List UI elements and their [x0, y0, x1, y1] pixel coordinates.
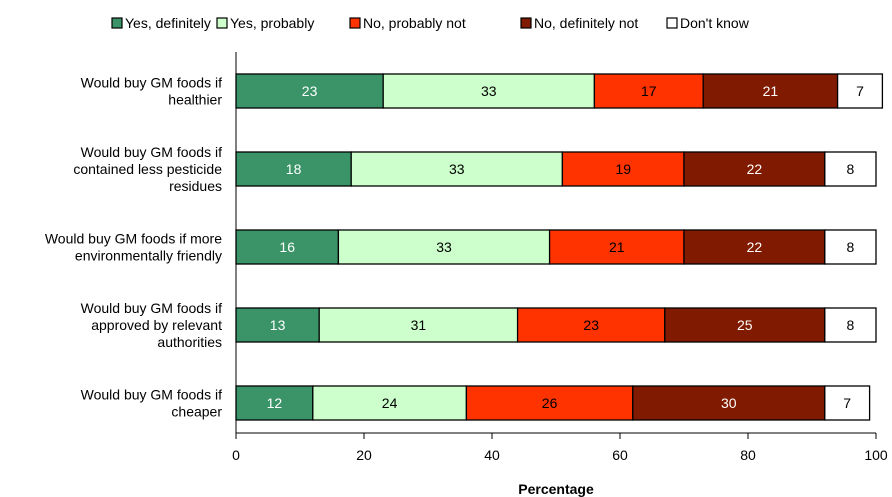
legend-swatch	[111, 17, 123, 29]
bar-segment	[235, 385, 314, 421]
bar-segment	[312, 385, 468, 421]
data-label: 26	[542, 395, 558, 411]
bar-segment	[382, 73, 596, 109]
legend: Yes, definitely Yes, probably No, probably…	[111, 15, 750, 31]
bar-segment	[350, 151, 564, 187]
data-label: 33	[481, 83, 497, 99]
bar-segment	[235, 73, 384, 109]
legend-swatch	[349, 17, 361, 29]
data-label: 7	[856, 83, 864, 99]
bar-row: 18 33 19 22 8	[235, 151, 877, 187]
data-label: 18	[286, 161, 302, 177]
legend-item: Yes, definitely	[111, 15, 211, 31]
legend-swatch	[666, 17, 678, 29]
bar-segment	[664, 307, 826, 343]
data-label: 31	[411, 317, 427, 333]
bars: 23 33 17 21 7 18 33 19 22 8 16 33 21 22 8 13 31 23 25 8 12 24…	[235, 73, 884, 421]
x-tick-label: 60	[612, 447, 628, 463]
x-tick-label: 40	[484, 447, 500, 463]
data-label: 8	[847, 161, 855, 177]
bar-row: 16 33 21 22 8	[235, 229, 877, 265]
category-label: Would buy GM foods if more environmentall…	[45, 231, 222, 264]
bar-segment	[516, 307, 666, 343]
data-label: 8	[847, 317, 855, 333]
category-labels: Would buy GM foods if healthier Would buy …	[45, 75, 222, 420]
legend-label: Don't know	[680, 15, 750, 31]
data-label: 16	[279, 239, 295, 255]
x-tick-label: 0	[232, 447, 240, 463]
data-label: 21	[609, 239, 625, 255]
legend-label: No, definitely not	[534, 15, 638, 31]
category-label: Would buy GM foods if approved by relevan…	[81, 300, 222, 350]
category-label: Would buy GM foods if cheaper	[81, 387, 223, 420]
legend-item: Don't know	[666, 15, 750, 31]
data-label: 33	[449, 161, 465, 177]
data-label: 22	[747, 239, 763, 255]
data-label: 8	[847, 239, 855, 255]
bar-segment	[824, 307, 877, 343]
legend-item: No, probably not	[349, 15, 466, 31]
x-axis: 0 20 40 60 80 100	[232, 52, 888, 463]
bar-segment	[548, 229, 685, 265]
bar-segment	[683, 151, 826, 187]
x-tick-label: 20	[356, 447, 372, 463]
data-label: 23	[583, 317, 599, 333]
legend-swatch	[216, 17, 228, 29]
data-label: 24	[382, 395, 398, 411]
category-label: Would buy GM foods if contained less pest…	[73, 144, 222, 194]
bar-segment	[824, 151, 877, 187]
legend-swatch	[520, 17, 532, 29]
data-label: 22	[747, 161, 763, 177]
bar-row: 13 31 23 25 8	[235, 307, 877, 343]
bar-segment	[593, 73, 704, 109]
data-label: 33	[436, 239, 452, 255]
bar-segment	[561, 151, 685, 187]
legend-label: No, probably not	[363, 15, 466, 31]
legend-label: Yes, probably	[230, 15, 314, 31]
bar-row: 23 33 17 21 7	[235, 73, 884, 109]
data-label: 23	[302, 83, 318, 99]
data-label: 12	[267, 395, 283, 411]
bar-segment	[465, 385, 634, 421]
x-tick-label: 80	[740, 447, 756, 463]
data-label: 7	[843, 395, 851, 411]
data-label: 17	[641, 83, 657, 99]
data-label: 21	[763, 83, 779, 99]
data-label: 13	[270, 317, 286, 333]
bar-row: 12 24 26 30 7	[235, 385, 871, 421]
bar-segment	[836, 73, 884, 109]
legend-item: Yes, probably	[216, 15, 314, 31]
data-label: 19	[615, 161, 631, 177]
bar-segment	[824, 229, 877, 265]
x-axis-label: Percentage	[518, 481, 594, 497]
bar-segment	[337, 229, 551, 265]
data-label: 30	[721, 395, 737, 411]
legend-item: No, definitely not	[520, 15, 638, 31]
bar-segment	[824, 385, 871, 421]
legend-label: Yes, definitely	[125, 15, 211, 31]
bar-segment	[683, 229, 826, 265]
x-tick-label: 100	[864, 447, 888, 463]
category-label: Would buy GM foods if healthier	[81, 75, 223, 108]
data-label: 25	[737, 317, 753, 333]
bar-segment	[318, 307, 519, 343]
